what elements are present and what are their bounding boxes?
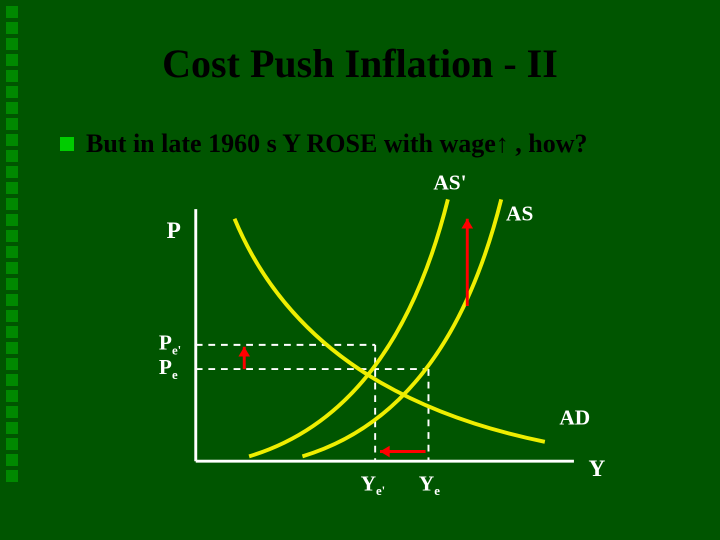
svg-text:AS: AS [506,202,533,226]
svg-text:Pe: Pe [159,355,178,382]
chart-svg: PYPe'PeYe'YeAS'ASAD [150,180,610,500]
bullet-line: But in late 1960 s Y ROSE with wage↑ , h… [60,128,700,159]
bullet-post: , how? [509,129,588,158]
curves [235,199,545,456]
bullet-pre: But in late 1960 s Y ROSE with wage [86,129,496,158]
shift-arrows [238,219,473,458]
bullet-text: But in late 1960 s Y ROSE with wage↑ , h… [86,128,588,159]
svg-text:AD: AD [559,405,590,429]
bullet-icon [60,137,74,151]
svg-text:AS': AS' [433,171,466,195]
economics-chart: PYPe'PeYe'YeAS'ASAD [150,180,610,500]
svg-text:Y: Y [588,456,605,482]
up-arrow-icon: ↑ [496,128,509,159]
svg-text:Pe': Pe' [159,331,181,358]
axes [196,209,574,461]
svg-text:P: P [167,218,181,244]
labels: P Y Pe'Pe Ye' Ye AS' AS AD [159,171,606,498]
slide-title: Cost Push Inflation - II [0,40,720,87]
svg-text:Ye': Ye' [361,471,386,498]
svg-text:Ye: Ye [419,471,440,498]
